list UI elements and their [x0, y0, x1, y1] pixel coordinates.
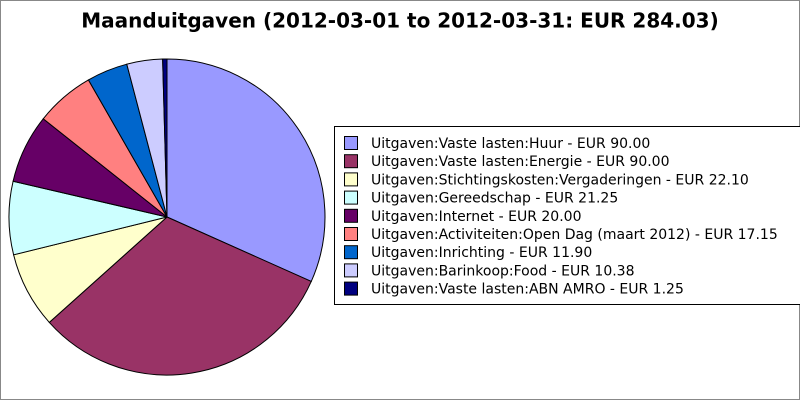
pie-slice	[162, 58, 168, 218]
legend-label: Uitgaven:Gereedschap - EUR 21.25	[371, 191, 618, 207]
legend-label: Uitgaven:Vaste lasten:Energie - EUR 90.0…	[371, 154, 669, 170]
legend-label: Uitgaven:Vaste lasten:Huur - EUR 90.00	[371, 136, 650, 152]
pie-slice	[166, 58, 326, 283]
legend-label: Uitgaven:Barinkoop:Food - EUR 10.38	[371, 263, 635, 279]
legend-label: Uitgaven:Activiteiten:Open Dag (maart 20…	[371, 227, 778, 243]
pie-slice	[48, 216, 312, 376]
legend-label: Uitgaven:Internet - EUR 20.00	[371, 209, 581, 225]
legend-swatch	[344, 281, 358, 296]
legend-swatch	[344, 136, 358, 150]
legend-swatch	[344, 172, 358, 187]
chart-title: Maanduitgaven (2012-03-01 to 2012-03-31:…	[81, 9, 719, 33]
legend-swatch	[344, 208, 358, 223]
legend-swatch	[344, 227, 358, 241]
legend-swatch	[344, 263, 358, 278]
legend-label: Uitgaven:Inrichting - EUR 11.90	[371, 245, 592, 261]
legend: Uitgaven:Vaste lasten:Huur - EUR 90.00 Ui…	[344, 136, 778, 298]
legend-swatch	[344, 154, 358, 169]
legend-label: Uitgaven:Stichtingskosten:Vergaderingen …	[371, 172, 749, 188]
legend-box	[334, 126, 800, 305]
legend-label: Uitgaven:Vaste lasten:ABN AMRO - EUR 1.2…	[371, 282, 684, 298]
legend-swatch	[344, 190, 358, 205]
legend-swatch	[344, 245, 358, 260]
